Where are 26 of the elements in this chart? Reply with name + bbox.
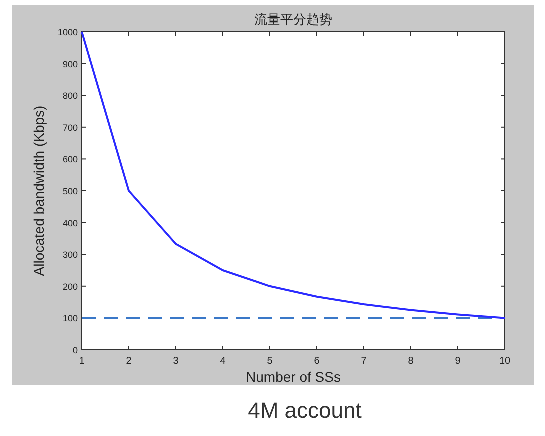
x-tick-label: 4	[220, 356, 226, 367]
y-tick-label: 800	[62, 91, 78, 102]
y-tick-label: 0	[72, 346, 78, 356]
y-tick-label: 100	[62, 314, 78, 324]
y-tick-label: 300	[62, 250, 78, 260]
y-tick-label: 900	[62, 59, 78, 70]
text: 4M account	[248, 398, 362, 423]
x-tick-label: 6	[314, 356, 320, 367]
x-tick-label: 7	[361, 356, 368, 367]
y-tick-label: 400	[62, 218, 78, 228]
line-series	[81, 31, 506, 320]
y-tick-label: 200	[62, 282, 78, 292]
y-tick-label: 1000	[58, 28, 78, 38]
x-tick-label: 5	[267, 356, 274, 367]
x-axis-title: Number of SSs	[246, 369, 341, 385]
x-tick-label: 8	[408, 356, 414, 367]
chart-title: 流量平分趋势	[254, 12, 332, 27]
x-tick-label: 2	[126, 356, 132, 367]
y-axis-title: Allocated bandwidth (Kbps)	[31, 106, 47, 276]
y-tick-label: 500	[62, 186, 78, 196]
y-tick-label: 700	[62, 122, 78, 133]
y-tick-label: 600	[62, 154, 78, 165]
x-tick-label: 10	[499, 356, 511, 367]
x-tick-label: 9	[455, 356, 462, 367]
x-tick-label: 1	[79, 356, 86, 367]
x-tick-label: 3	[173, 356, 180, 367]
